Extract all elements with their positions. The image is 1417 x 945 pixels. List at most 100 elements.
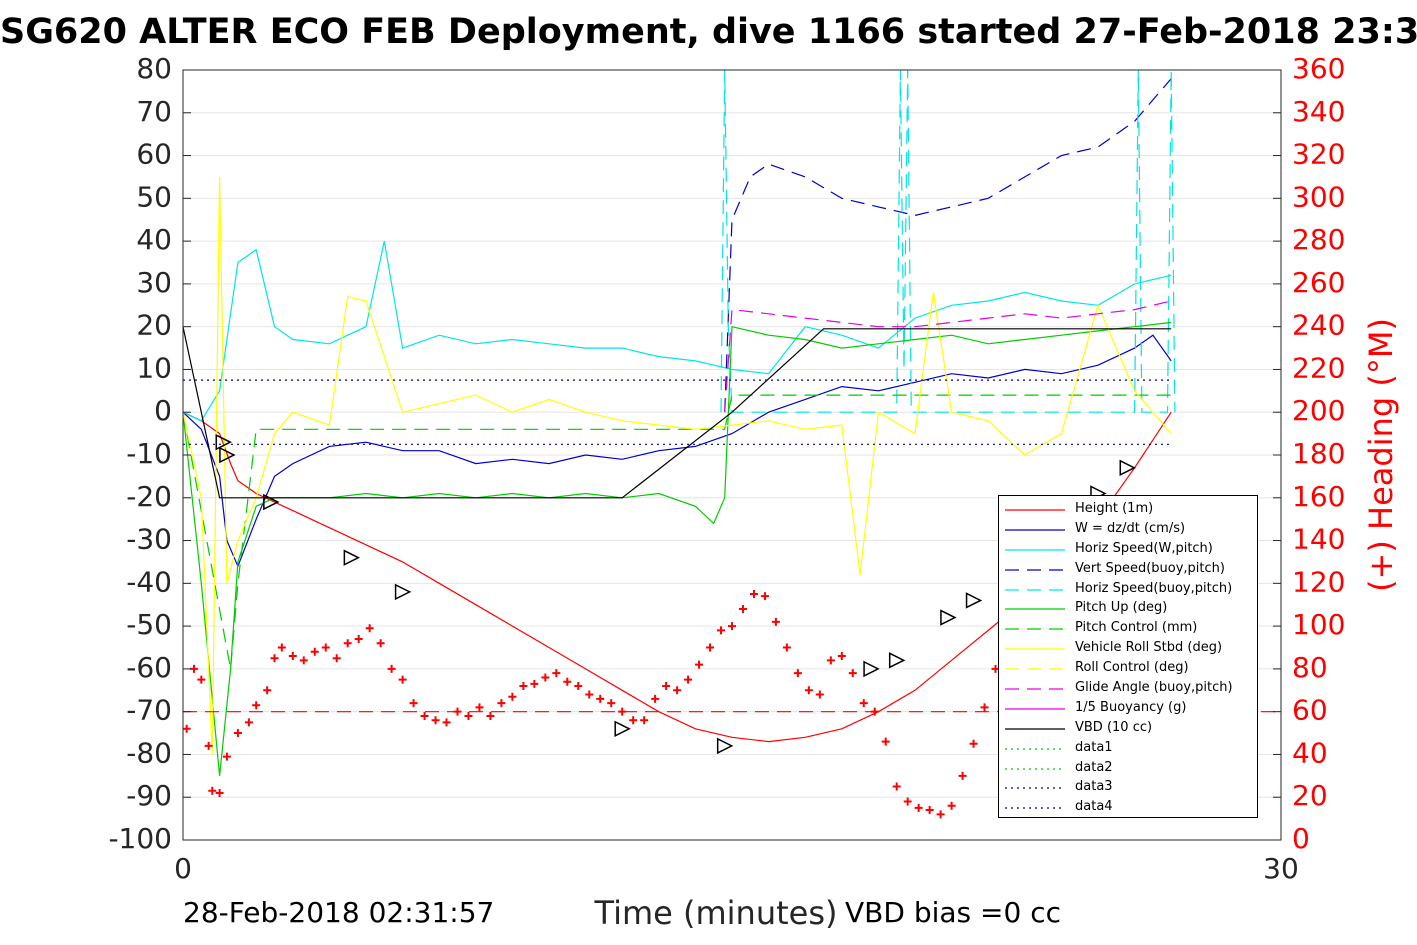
legend-label: Pitch Up (deg) <box>1075 600 1168 616</box>
heading-point <box>222 752 231 761</box>
heading-point <box>826 656 835 665</box>
heading-point <box>563 677 572 686</box>
y2-tick-label: 40 <box>1292 736 1328 769</box>
triangle-marker <box>394 583 412 601</box>
heading-point <box>332 654 341 663</box>
y-tick-label: 40 <box>136 223 172 256</box>
y2-tick-label: 360 <box>1292 52 1345 85</box>
heading-point <box>958 771 967 780</box>
legend-swatch <box>1005 608 1065 611</box>
heading-point <box>299 656 308 665</box>
heading-point <box>204 741 213 750</box>
triangle-marker <box>940 609 957 626</box>
heading-point <box>552 669 561 678</box>
legend-label: Vehicle Roll Stbd (deg) <box>1075 640 1223 656</box>
legend-swatch <box>1005 569 1065 571</box>
heading-point <box>760 592 769 601</box>
heading-point <box>815 690 824 699</box>
y2-tick-label: 320 <box>1292 138 1345 171</box>
heading-point <box>771 617 780 626</box>
heading-point <box>936 810 945 819</box>
legend-label: data1 <box>1075 739 1113 755</box>
y-tick-label: -90 <box>126 779 172 812</box>
y-tick-label: 70 <box>136 95 172 128</box>
legend-label: data2 <box>1075 759 1113 775</box>
legend-swatch <box>1005 688 1065 690</box>
y2-tick-label: 0 <box>1292 822 1310 855</box>
heading-point <box>881 737 890 746</box>
legend-label: Height (1m) <box>1075 501 1154 516</box>
legend-label: data3 <box>1075 779 1113 795</box>
heading-point <box>387 664 396 673</box>
y-tick-label: 50 <box>136 180 172 213</box>
heading-point <box>662 682 671 690</box>
legend-label: W = dz/dt (cm/s) <box>1075 520 1186 536</box>
heading-point <box>684 675 693 684</box>
legend: Height (1m) W = dz/dt (cm/s) Horiz Speed(W… <box>998 495 1258 818</box>
heading-point <box>804 686 813 695</box>
legend-item: VBD (10 cc) <box>999 719 1257 739</box>
heading-point <box>728 622 736 631</box>
legend-label: Vert Speed(buoy,pitch) <box>1075 560 1225 576</box>
heading-point <box>398 675 407 684</box>
y2-tick-label: 80 <box>1292 651 1328 684</box>
legend-item: Roll Control (deg) <box>999 659 1257 679</box>
legend-item: data3 <box>999 778 1257 798</box>
legend-swatch <box>1005 668 1065 670</box>
heading-point <box>782 643 791 652</box>
heading-point <box>640 716 649 725</box>
end-time-label: 28-Feb-2018 02:31:57 <box>183 896 495 929</box>
heading-point <box>208 786 217 795</box>
legend-label: Horiz Speed(W,pitch) <box>1075 540 1213 556</box>
heading-point <box>233 729 242 738</box>
heading-point <box>420 711 429 720</box>
heading-point <box>892 782 901 791</box>
legend-item: data1 <box>999 739 1257 759</box>
y-tick-label: 30 <box>136 266 172 299</box>
legend-item: W = dz/dt (cm/s) <box>999 520 1257 540</box>
y2-tick-label: 100 <box>1292 608 1345 641</box>
legend-swatch <box>1005 509 1065 511</box>
heading-point <box>969 739 978 748</box>
triangle-marker <box>863 660 880 678</box>
series-line-11 <box>182 326 1172 499</box>
y-tick-label: -60 <box>126 651 172 684</box>
y2-tick-label: 220 <box>1292 351 1345 384</box>
legend-item: Glide Angle (buoy,pitch) <box>999 679 1257 699</box>
triangle-markers <box>215 433 1136 755</box>
series-line-1 <box>182 334 1172 568</box>
triangle-marker <box>1119 459 1136 477</box>
legend-swatch <box>1005 787 1065 790</box>
legend-item: Horiz Speed(buoy,pitch) <box>999 580 1257 600</box>
heading-point <box>749 590 758 599</box>
heading-point <box>706 643 715 652</box>
heading-point <box>252 701 261 710</box>
heading-point <box>914 803 923 812</box>
y2-tick-label: 240 <box>1292 309 1345 342</box>
y-tick-label: 20 <box>136 309 172 342</box>
axis-ticks: 80706050403020100-10-20-30-40-50-60-70-8… <box>108 52 1345 885</box>
heading-point <box>695 660 704 669</box>
legend-swatch <box>1005 767 1065 770</box>
y-tick-label: -30 <box>126 523 172 556</box>
heading-point <box>277 643 286 652</box>
heading-point <box>270 654 279 663</box>
legend-item: Horiz Speed(W,pitch) <box>999 540 1257 560</box>
heading-point <box>310 647 319 656</box>
heading-point <box>464 711 473 720</box>
heading-point <box>321 643 330 652</box>
y2-tick-label: 60 <box>1292 694 1328 727</box>
x-axis-label: Time (minutes) <box>594 894 838 932</box>
heading-point <box>409 699 418 708</box>
y-tick-label: -10 <box>126 437 172 470</box>
heading-point <box>197 675 206 684</box>
y2-axis-label: (+) Heading (°M) <box>1362 318 1400 592</box>
legend-swatch <box>1005 807 1065 809</box>
heading-point <box>585 690 594 699</box>
heading-point <box>442 718 451 727</box>
x-tick-label: 0 <box>174 852 192 885</box>
heading-point <box>508 692 517 701</box>
y2-tick-label: 200 <box>1292 394 1345 427</box>
heading-point <box>244 718 253 727</box>
